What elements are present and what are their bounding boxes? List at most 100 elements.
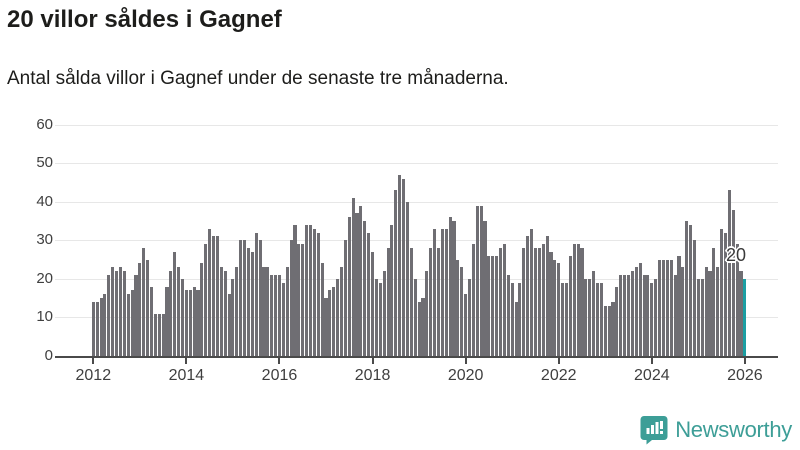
bar-month-57 (312, 228, 316, 356)
gridline-60 (55, 124, 778, 126)
bar-month-12 (138, 263, 142, 356)
newsworthy-logo: Newsworthy (640, 415, 792, 445)
bar-month-92 (448, 217, 452, 356)
bar-month-24 (184, 290, 188, 356)
bar-month-114 (533, 248, 537, 356)
bar-month-63 (336, 278, 340, 356)
bar-month-13 (142, 248, 146, 356)
x-axis-tick-2022 (557, 358, 560, 364)
bar-month-28 (200, 263, 204, 356)
bar-month-58 (316, 232, 320, 356)
bar-month-150 (673, 275, 677, 356)
bar-month-34 (223, 271, 227, 356)
bar-month-79 (398, 174, 402, 356)
bar-month-95 (460, 267, 464, 356)
bar-month-108 (510, 282, 514, 356)
bar-month-102 (487, 255, 491, 356)
bar-month-121 (561, 282, 565, 356)
bar-month-113 (530, 228, 534, 356)
bar-month-31 (211, 236, 216, 356)
bar-month-21 (173, 251, 177, 356)
bar-month-105 (499, 248, 503, 356)
bar-month-140 (634, 267, 638, 356)
bar-month-99 (475, 205, 479, 356)
bar-month-91 (444, 228, 448, 356)
bar-month-52 (293, 224, 297, 356)
bar-month-16 (153, 313, 157, 356)
bar-month-41 (250, 251, 254, 356)
x-axis-label-2014: 2014 (168, 367, 205, 384)
bar-month-75 (382, 271, 386, 356)
bar-month-78 (394, 190, 398, 356)
bar-month-74 (378, 282, 382, 356)
bar-month-54 (301, 244, 305, 356)
bar-month-133 (607, 305, 611, 356)
latest-value-label: 20 (726, 245, 747, 265)
bar-month-72 (371, 251, 375, 356)
bar-month-124 (572, 244, 576, 356)
page-title: 20 villor såldes i Gagnef (7, 6, 282, 33)
bar-month-33 (219, 267, 223, 356)
bar-month-18 (161, 313, 165, 356)
bar-month-165 (731, 209, 735, 356)
bar-month-20 (169, 271, 173, 356)
bar-month-132 (603, 305, 607, 356)
bar-month-149 (669, 259, 673, 356)
bar-month-42 (254, 232, 258, 356)
bar-month-10 (130, 290, 134, 356)
bar-month-136 (619, 275, 623, 356)
bar-month-116 (541, 244, 545, 356)
bar-month-167 (739, 271, 743, 356)
bar-month-88 (433, 228, 437, 356)
bar-month-36 (231, 278, 235, 356)
bar-month-164 (727, 190, 731, 356)
bar-month-29 (204, 244, 208, 356)
bar-month-49 (281, 282, 285, 356)
bar-month-45 (266, 267, 270, 356)
y-axis-label-30: 30 (36, 231, 53, 249)
bar-month-120 (557, 263, 561, 356)
y-axis-label-0: 0 (44, 347, 53, 364)
bar-month-65 (343, 240, 347, 356)
y-axis-label-20: 20 (36, 269, 53, 287)
bar-month-67 (351, 197, 355, 356)
bar-month-23 (180, 278, 185, 356)
bar-month-56 (308, 224, 313, 356)
gridline-50 (55, 163, 778, 165)
x-axis-tick-2018 (371, 358, 374, 364)
bar-month-0 (91, 302, 95, 356)
x-axis-tick-2024 (650, 358, 653, 364)
bar-month-86 (425, 271, 429, 356)
bar-month-93 (452, 221, 456, 356)
x-axis-label-2024: 2024 (634, 367, 670, 384)
bar-month-107 (506, 275, 510, 356)
bar-month-19 (165, 286, 169, 356)
x-axis-label-2016: 2016 (261, 367, 298, 384)
bar-month-89 (436, 248, 441, 356)
bar-month-125 (576, 244, 580, 356)
bar-month-4 (107, 275, 111, 356)
gridline-40 (55, 201, 778, 203)
bar-month-87 (429, 248, 433, 356)
chart-area: 0 10 20 30 40 50 60 2012 2014 2016 2018 2020 2022 202… (36, 116, 778, 384)
bar-month-103 (491, 255, 495, 356)
bar-month-38 (239, 240, 243, 356)
x-axis-label-2022: 2022 (540, 367, 577, 384)
bar-month-90 (440, 228, 444, 356)
bar-month-128 (588, 278, 592, 356)
bar-month-97 (467, 278, 472, 356)
bar-month-40 (246, 248, 250, 356)
bar-month-81 (405, 201, 409, 356)
bar-month-22 (177, 267, 181, 356)
bar-month-17 (157, 313, 161, 356)
bar-month-131 (599, 282, 603, 356)
gridline-30 (55, 240, 778, 242)
bar-month-73 (374, 278, 378, 356)
bar-month-96 (464, 294, 468, 356)
bar-month-8 (122, 271, 126, 356)
y-axis-label-40: 40 (36, 192, 53, 210)
bar-month-166 (735, 244, 739, 356)
bar-month-7 (118, 267, 122, 356)
bar-month-141 (638, 263, 642, 356)
bar-month-104 (495, 255, 499, 356)
